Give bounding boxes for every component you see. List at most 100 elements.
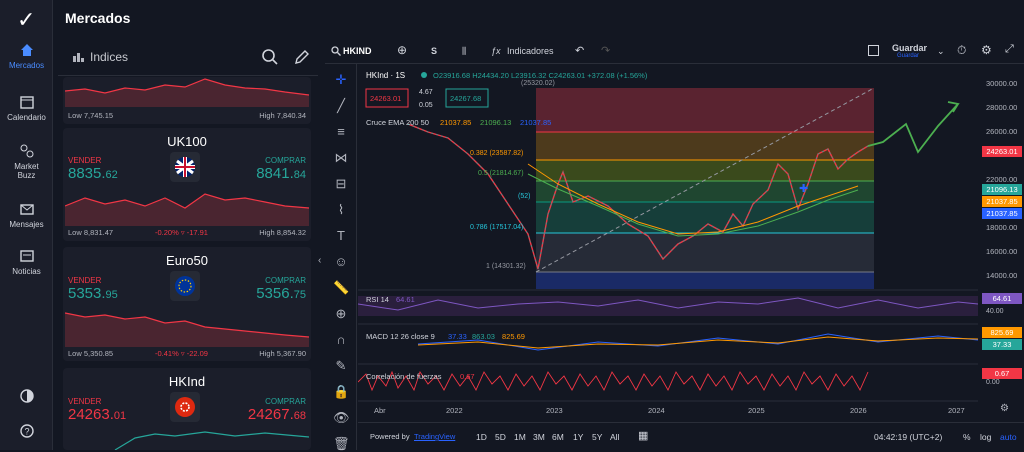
buy-label: COMPRAR <box>265 397 306 406</box>
svg-text:?: ? <box>24 427 29 437</box>
chevron-down-icon[interactable]: ⌄ <box>937 46 945 56</box>
ema-value: 21096.13 <box>480 118 511 127</box>
range-6m[interactable]: 6M <box>552 432 564 442</box>
theme-toggle[interactable] <box>0 388 53 407</box>
ema-tag: 21037.85 <box>982 208 1022 219</box>
log-toggle[interactable]: log <box>980 432 992 442</box>
measure-icon[interactable]: 📏 <box>333 280 350 295</box>
buy-box[interactable] <box>445 88 489 108</box>
emoji-icon[interactable]: ☺ <box>334 254 348 269</box>
alert-icon[interactable]: ⏱ <box>957 43 967 57</box>
range-1y[interactable]: 1Y <box>573 432 584 442</box>
nav-calendario[interactable]: Calendario <box>0 94 53 122</box>
price-axis[interactable]: 30000.00 28000.00 26000.00 22000.00 1800… <box>978 64 1024 414</box>
sell-label: VENDER <box>68 397 102 406</box>
price-main: 8841. <box>256 165 294 182</box>
pattern-icon[interactable]: ⋈ <box>334 150 348 165</box>
settings-icon[interactable]: ⚙ <box>1000 403 1009 414</box>
nav-label: Mercados <box>8 61 45 70</box>
buy-price[interactable]: 8841.84 <box>256 165 306 182</box>
range-3m[interactable]: 3M <box>533 432 545 442</box>
drawing-toolbar: ✛ ╱ ≡ ⋈ ⊟ ⌇ T ☺ 📏 ⊕ ∩ ✎ 🔒 👁 🗑 <box>325 64 357 451</box>
sell-box[interactable] <box>365 88 409 108</box>
zoom-icon[interactable]: ⊕ <box>335 306 347 321</box>
x-tick: Abr <box>374 406 386 415</box>
ema-label: Cruce EMA 200 50 <box>366 118 429 127</box>
fib-diagonal <box>535 87 875 273</box>
save-button[interactable]: Guardar <box>892 43 928 53</box>
market-card-uk100[interactable]: UK100 VENDER COMPRAR 8835.62 8841.84 Low… <box>63 128 311 241</box>
market-card[interactable]: Low 7,745.15 High 7,840.34 <box>63 77 311 124</box>
add-symbol-icon[interactable]: ⊕ <box>397 43 408 57</box>
correlation-line <box>358 370 869 392</box>
status-dot <box>421 72 427 78</box>
news-icon <box>19 250 34 262</box>
market-card-euro50[interactable]: Euro50 VENDER COMPRAR 5353.95 5356.75 Lo… <box>63 247 311 361</box>
high-value: High 7,840.34 <box>259 111 306 120</box>
change-value: -0.20% ▿ -17.91 <box>155 228 208 237</box>
macd-signal <box>417 336 978 349</box>
redo-icon[interactable]: ↷ <box>601 45 611 57</box>
tradingview-link[interactable]: TradingView <box>414 432 456 441</box>
eye-icon[interactable]: 👁 <box>333 410 350 425</box>
nav-label: Market Buzz <box>14 162 39 180</box>
corr-value: 0.67 <box>460 372 475 381</box>
clock[interactable]: 04:42:19 (UTC+2) <box>874 432 943 442</box>
sell-price[interactable]: 5353.95 <box>68 285 118 302</box>
undo-icon[interactable]: ↶ <box>575 45 585 57</box>
chart-plot[interactable]: ✚ 0.382 (23587.82) 0.5 (21814.67) (52) 0… <box>358 64 978 422</box>
crosshair-icon[interactable]: ✛ <box>335 72 347 87</box>
trash-icon[interactable]: 🗑 <box>333 436 350 451</box>
magnet-icon[interactable]: ∩ <box>336 332 346 347</box>
y-tick: 30000.00 <box>986 79 1018 88</box>
panel-header: Indices <box>58 38 318 76</box>
sparkline <box>65 78 309 107</box>
collapse-panel-button[interactable]: ‹ <box>318 255 322 266</box>
lock-icon[interactable]: 🔒 <box>333 384 350 399</box>
panel-title: Indices <box>90 50 129 64</box>
gear-icon[interactable]: ⚙ <box>981 43 992 57</box>
mail-icon <box>19 204 34 215</box>
fib-zone <box>536 160 874 181</box>
nav-mensajes[interactable]: Mensajes <box>0 201 53 229</box>
nav-noticias[interactable]: Noticias <box>0 248 53 276</box>
projection-icon[interactable]: ⌇ <box>337 202 345 217</box>
text-icon[interactable]: T <box>337 228 345 243</box>
fib-zone <box>536 88 874 132</box>
buy-price[interactable]: 24267.68 <box>248 406 306 423</box>
sell-price[interactable]: 8835.62 <box>68 165 118 182</box>
range-1m[interactable]: 1M <box>514 432 526 442</box>
nav-mercados[interactable]: Mercados <box>0 42 53 70</box>
percent-toggle[interactable]: % <box>963 432 971 442</box>
market-card-hkind[interactable]: HKInd VENDER COMPRAR 24263.01 24267.68 <box>63 368 311 450</box>
symbol-input[interactable]: HKIND <box>343 46 372 56</box>
buy-price[interactable]: 5356.75 <box>256 285 306 302</box>
nav-market-buzz[interactable]: Market Buzz <box>0 143 53 180</box>
indicators-icon[interactable]: ƒx <box>491 46 501 56</box>
auto-toggle[interactable]: auto <box>1000 432 1017 442</box>
interval-button[interactable]: S <box>431 46 438 56</box>
fullscreen-icon[interactable]: ⤢ <box>1005 43 1014 55</box>
candles-icon[interactable]: ⫼ <box>462 46 467 56</box>
fib-icon[interactable]: ⊟ <box>335 176 347 191</box>
date-range-icon[interactable]: ▦ <box>638 430 649 442</box>
channel-icon[interactable]: ≡ <box>337 124 345 139</box>
range-1d[interactable]: 1D <box>476 432 487 442</box>
range-all[interactable]: All <box>610 432 620 442</box>
pencil-lock-icon[interactable]: ✎ <box>335 358 347 373</box>
market-name: HKInd <box>168 374 206 389</box>
help-button[interactable]: ? <box>0 423 53 442</box>
search-icon[interactable] <box>331 46 341 56</box>
spread-bottom: 0.05 <box>419 102 433 109</box>
rsi-tick: 40.00 <box>986 308 1004 315</box>
indicators-button[interactable]: Indicadores <box>507 46 554 56</box>
low-value: Low 7,745.15 <box>68 111 114 120</box>
range-5y[interactable]: 5Y <box>592 432 603 442</box>
price-decimals: 01 <box>113 410 127 422</box>
trendline-icon[interactable]: ╱ <box>337 98 345 113</box>
range-5d[interactable]: 5D <box>495 432 506 442</box>
edit-icon[interactable] <box>293 48 311 66</box>
sell-price[interactable]: 24263.01 <box>68 406 126 423</box>
search-icon[interactable] <box>261 48 279 66</box>
layout-icon[interactable] <box>868 45 879 56</box>
